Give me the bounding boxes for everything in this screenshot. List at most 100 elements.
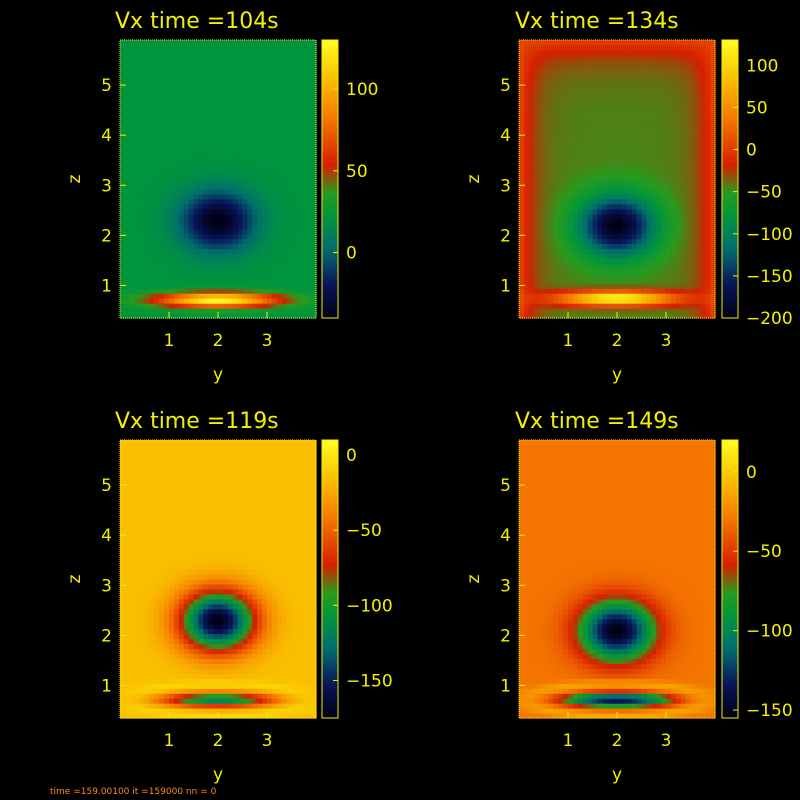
- heatmap-cell: [528, 278, 535, 284]
- heatmap-cell: [646, 164, 652, 170]
- heatmap-cell: [149, 303, 155, 309]
- heatmap-cell: [296, 273, 302, 279]
- heatmap-cell: [306, 40, 312, 46]
- heatmap-cell: [247, 40, 253, 46]
- heatmap-cell: [237, 89, 244, 96]
- heatmap-cell: [203, 40, 209, 46]
- heatmap-cell: [149, 313, 155, 319]
- heatmap-cell: [641, 59, 647, 66]
- heatmap-cell: [656, 44, 662, 51]
- heatmap-cell: [149, 64, 155, 71]
- heatmap-cell: [208, 54, 214, 61]
- heatmap-cell: [563, 164, 569, 170]
- heatmap-cell: [286, 49, 293, 56]
- heatmap-cell: [528, 228, 535, 235]
- heatmap-cell: [271, 233, 278, 240]
- heatmap-cell: [124, 149, 131, 155]
- heatmap-cell: [218, 124, 224, 130]
- heatmap-cell: [306, 164, 312, 170]
- heatmap-cell: [553, 49, 559, 56]
- heatmap-cell: [139, 119, 146, 125]
- heatmap-cell: [670, 104, 677, 111]
- heatmap-cell: [675, 283, 682, 289]
- heatmap-cell: [124, 534, 131, 540]
- heatmap-cell: [592, 258, 598, 264]
- heatmap-cell: [159, 59, 165, 66]
- heatmap-cell: [149, 84, 155, 91]
- heatmap-cell: [139, 688, 146, 694]
- heatmap-cell: [232, 193, 239, 200]
- heatmap-cell: [311, 258, 317, 264]
- heatmap-cell: [602, 273, 608, 279]
- heatmap-cell: [656, 89, 662, 96]
- heatmap-cell: [139, 139, 146, 145]
- heatmap-cell: [675, 104, 682, 111]
- heatmap-cell: [149, 233, 155, 240]
- heatmap-cell: [592, 169, 598, 175]
- heatmap-cell: [651, 179, 657, 185]
- heatmap-cell: [222, 263, 229, 269]
- heatmap-cell: [705, 89, 711, 96]
- heatmap-cell: [178, 40, 185, 46]
- heatmap-cell: [139, 223, 146, 230]
- heatmap-cell: [685, 134, 692, 140]
- heatmap-cell: [548, 213, 554, 220]
- heatmap-cell: [154, 519, 160, 525]
- heatmap-cell: [218, 179, 224, 185]
- heatmap-cell: [690, 79, 696, 86]
- heatmap-cell: [173, 79, 180, 86]
- heatmap-cell: [543, 134, 549, 140]
- heatmap-cell: [242, 208, 248, 215]
- heatmap-cell: [563, 144, 569, 150]
- heatmap-cell: [129, 124, 136, 130]
- heatmap-cell: [139, 444, 146, 451]
- heatmap-cell: [252, 79, 258, 86]
- heatmap-cell: [710, 134, 716, 140]
- heatmap-cell: [281, 119, 288, 125]
- heatmap-cell: [523, 84, 530, 91]
- heatmap-cell: [154, 474, 160, 481]
- heatmap-cell: [188, 109, 195, 116]
- heatmap-cell: [558, 303, 564, 309]
- heatmap-cell: [617, 218, 623, 225]
- heatmap-cell: [670, 183, 677, 190]
- heatmap-cell: [149, 54, 155, 61]
- heatmap-cell: [120, 464, 126, 471]
- heatmap-cell: [222, 238, 229, 245]
- heatmap-cell: [144, 554, 150, 560]
- heatmap-cell: [572, 188, 579, 195]
- heatmap-cell: [311, 208, 317, 215]
- heatmap-cell: [169, 228, 175, 235]
- heatmap-cell: [543, 198, 549, 205]
- heatmap-cell: [252, 144, 258, 150]
- heatmap-cell: [144, 233, 150, 240]
- heatmap-cell: [242, 54, 248, 61]
- heatmap-cell: [528, 94, 535, 101]
- heatmap-cell: [612, 59, 618, 66]
- heatmap-cell: [558, 144, 564, 150]
- heatmap-cell: [533, 233, 540, 240]
- heatmap-cell: [257, 69, 263, 76]
- heatmap-cell: [553, 303, 559, 309]
- heatmap-cell: [306, 54, 312, 61]
- heatmap-cell: [680, 154, 687, 160]
- heatmap-cell: [286, 213, 293, 220]
- heatmap-cell: [178, 258, 185, 264]
- heatmap-cell: [700, 144, 706, 150]
- heatmap-cell: [675, 74, 682, 81]
- heatmap-cell: [237, 134, 244, 140]
- heatmap-cell: [597, 303, 603, 309]
- heatmap-cell: [680, 84, 687, 91]
- heatmap-cell: [124, 449, 131, 456]
- heatmap-cell: [276, 49, 283, 56]
- heatmap-cell: [222, 293, 229, 299]
- heatmap-cell: [144, 174, 150, 180]
- heatmap-cell: [242, 104, 248, 111]
- heatmap-cell: [124, 489, 131, 496]
- heatmap-cell: [154, 84, 160, 91]
- heatmap-cell: [252, 188, 258, 195]
- heatmap-cell: [188, 233, 195, 240]
- heatmap-cell: [193, 134, 199, 140]
- heatmap-cell: [183, 278, 190, 284]
- heatmap-cell: [262, 49, 268, 56]
